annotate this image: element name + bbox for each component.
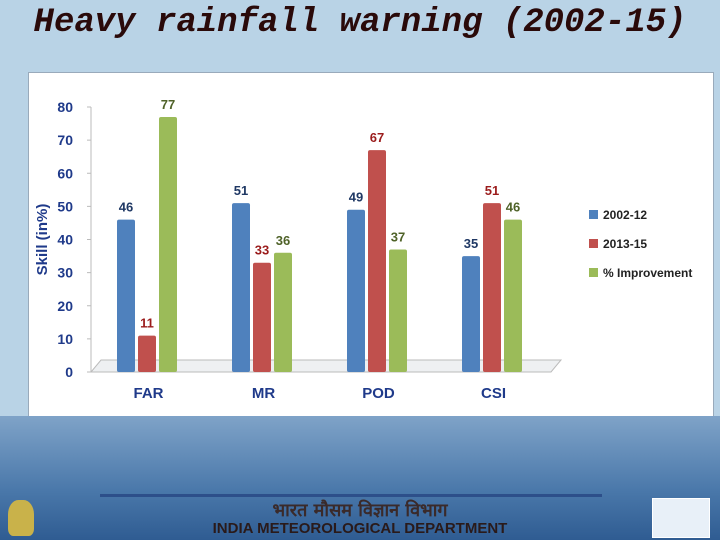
legend-label: 2013-15	[603, 237, 647, 251]
y-tick-label: 0	[65, 364, 73, 380]
value-label: 46	[119, 200, 133, 215]
value-label: 46	[506, 200, 520, 215]
bar	[389, 249, 407, 372]
y-tick-label: 30	[57, 265, 73, 281]
bar	[253, 262, 271, 372]
legend-label: 2002-12	[603, 208, 647, 222]
bar	[232, 203, 250, 372]
bar	[274, 252, 292, 372]
y-tick-label: 50	[57, 198, 73, 214]
footer-rule	[100, 494, 602, 497]
bar	[159, 116, 177, 372]
x-tick-label: CSI	[481, 385, 506, 402]
legend-swatch	[589, 239, 598, 248]
chart-box: 0 10 20 30 40 50 60 70 80 Skill (in%) FAR 46 11 77 MR 5…	[28, 72, 714, 417]
value-label: 49	[349, 190, 363, 205]
y-tick-label: 70	[57, 132, 73, 148]
value-label: 67	[370, 130, 384, 145]
x-tick-label: FAR	[134, 385, 164, 402]
y-tick-label: 80	[57, 99, 73, 115]
value-label: 51	[485, 183, 499, 198]
value-label: 33	[255, 243, 269, 258]
slide-title: Heavy rainfall warning (2002-15)	[33, 4, 687, 42]
legend-swatch	[589, 210, 598, 219]
bar	[483, 203, 501, 372]
y-axis-label: Skill (in%)	[34, 204, 51, 276]
value-label: 36	[276, 233, 290, 248]
value-label: 37	[391, 229, 405, 244]
value-label: 77	[161, 97, 175, 112]
bar	[117, 219, 135, 372]
legend-swatch	[589, 268, 598, 277]
y-tick-label: 40	[57, 232, 73, 248]
bar	[138, 335, 156, 372]
y-tick-label: 10	[57, 331, 73, 347]
bar	[504, 219, 522, 372]
value-label: 35	[464, 236, 478, 251]
bar	[462, 256, 480, 372]
hindi-name: भारत मौसम विज्ञान विभाग	[272, 500, 448, 521]
emblem	[8, 500, 34, 536]
chart: 0 10 20 30 40 50 60 70 80 Skill (in%) FAR 46 11 77 MR 5…	[34, 97, 692, 402]
value-label: 11	[140, 316, 154, 331]
logo	[652, 498, 710, 538]
legend-label: % Improvement	[603, 266, 692, 280]
bar	[347, 209, 365, 372]
department-name: INDIA METEOROLOGICAL DEPARTMENT	[212, 520, 508, 537]
x-tick-label: POD	[362, 385, 395, 402]
footer: भारत मौसम विज्ञान विभाग INDIA METEOROLOG…	[0, 416, 720, 540]
value-label: 51	[234, 183, 248, 198]
x-tick-label: MR	[252, 385, 275, 402]
y-tick-label: 20	[57, 298, 73, 314]
bar	[368, 150, 386, 372]
y-tick-label: 60	[57, 165, 73, 181]
